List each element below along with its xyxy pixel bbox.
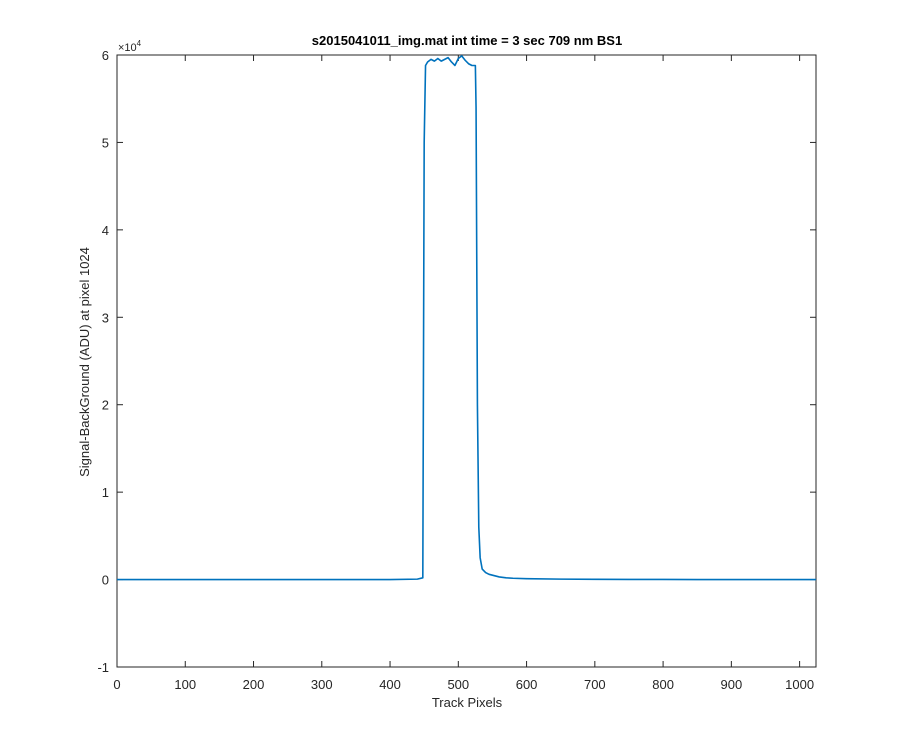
y-tick-label: 2 [102, 398, 109, 413]
y-exponent-power: 4 [137, 39, 142, 48]
x-tick-label: 900 [721, 677, 743, 692]
y-exponent-label: ×104 [118, 39, 142, 54]
y-tick-label: 6 [102, 48, 109, 63]
y-tick-label: 4 [102, 223, 109, 238]
y-tick-label: 5 [102, 135, 109, 150]
x-tick-label: 800 [652, 677, 674, 692]
y-tick-label: 0 [102, 573, 109, 588]
x-tick-label: 1000 [785, 677, 814, 692]
series-line [117, 55, 816, 581]
plot-area: 0 100 200 300 400 500 600 700 800 900 1000 -1 0 1 2 3 4 5… [97, 48, 817, 692]
x-tick-label: 100 [174, 677, 196, 692]
x-tick-label: 400 [379, 677, 401, 692]
x-tick-label: 300 [311, 677, 333, 692]
x-tick-label: 500 [447, 677, 469, 692]
chart-title: s2015041011_img.mat int time = 3 sec 709… [312, 33, 622, 48]
x-tick-label: 700 [584, 677, 606, 692]
x-tick-label: 200 [243, 677, 265, 692]
y-tick-label: 1 [102, 485, 109, 500]
x-axis-label: Track Pixels [432, 695, 503, 710]
y-tick-label: -1 [97, 660, 109, 675]
x-tick-label: 600 [516, 677, 538, 692]
y-exponent-base: ×10 [118, 42, 137, 54]
y-tick-label: 3 [102, 310, 109, 325]
y-axis-label: Signal-BackGround (ADU) at pixel 1024 [77, 247, 92, 477]
axes-box [116, 54, 817, 668]
x-tick-label: 0 [113, 677, 120, 692]
